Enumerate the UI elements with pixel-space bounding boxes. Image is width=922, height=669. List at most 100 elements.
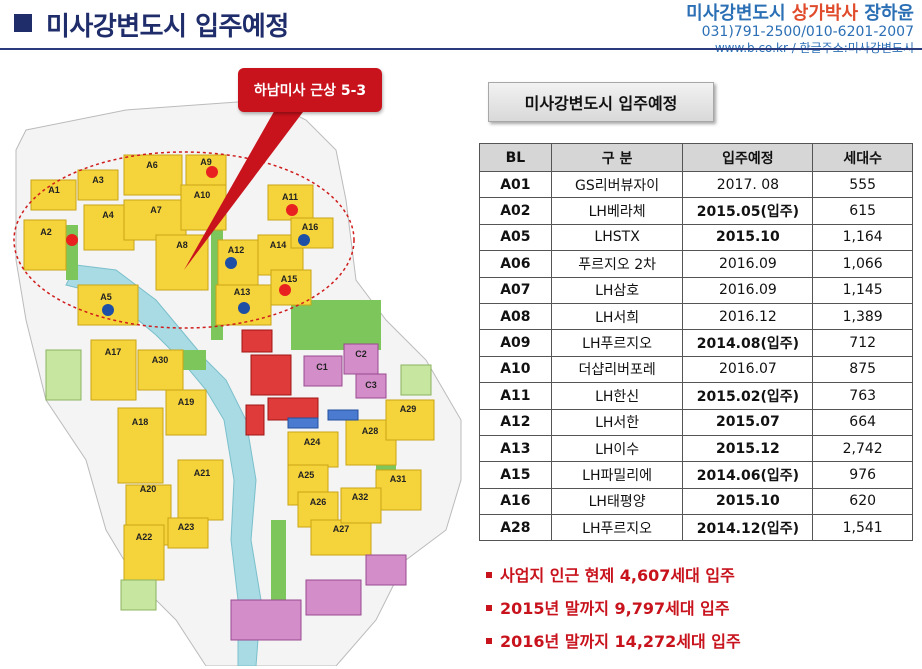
park-east: [291, 300, 381, 350]
cell-count: 1,066: [812, 250, 913, 278]
move-in-schedule-table: BL 구 분 입주예정 세대수 A01 GS리버뷰자이 2017. 08 555 A02…: [479, 143, 913, 542]
summary-list: 사업지 인근 현제 4,607세대 입주 2015년 말까지 9,797세대 입…: [486, 562, 741, 661]
cell-bl: A10: [479, 355, 552, 384]
cell-date: 2015.07: [682, 408, 814, 436]
park-west: [66, 225, 78, 280]
label-a28: A28: [362, 426, 379, 436]
cell-bl: A15: [479, 461, 552, 489]
cell-name: LH베라체: [550, 197, 684, 225]
block-a31: [375, 469, 422, 511]
label-a27: A27: [333, 524, 350, 534]
label-a19: A19: [178, 397, 195, 407]
label-c2: C2: [355, 349, 367, 359]
block-a9: [185, 154, 227, 191]
marker-red-a11: [286, 204, 298, 216]
marker-red-a2: [66, 234, 78, 246]
block-c2: [343, 343, 379, 375]
bullet-icon: [486, 637, 492, 644]
summary-item: 사업지 인근 현제 4,607세대 입주: [486, 562, 741, 595]
summary-item: 2016년 말까지 14,272세대 입주: [486, 628, 741, 661]
commercial-1: [241, 329, 273, 353]
civic-1: [287, 417, 319, 429]
cell-date: 2016.12: [682, 302, 814, 331]
table-row: A10 더샵리버포레 2016.07 875: [479, 355, 913, 384]
block-a23: [167, 517, 209, 549]
cell-bl: A02: [479, 197, 552, 225]
label-a29: A29: [400, 404, 417, 414]
table-row: A13 LH이수 2015.12 2,742: [479, 434, 913, 463]
block-c1: [303, 355, 343, 387]
table-row: A02 LH베라체 2015.05(입주) 615: [479, 197, 913, 225]
marker-blue-a12: [225, 257, 237, 269]
cell-count: 664: [812, 408, 913, 436]
cell-count: 2,742: [812, 434, 913, 463]
cell-name: 더샵리버포레: [550, 355, 684, 384]
page-title: 미사강변도시 입주예정: [46, 12, 289, 42]
site-callout: 하남미사 근상 5-3: [238, 68, 382, 112]
commercial-4: [245, 404, 265, 436]
cell-bl: A09: [479, 329, 552, 357]
block-a29: [385, 399, 435, 441]
commercial-2: [250, 354, 292, 396]
cell-date: 2014.08(입주): [682, 329, 814, 357]
cell-name: LH푸르지오: [550, 514, 684, 542]
block-a30: [137, 349, 184, 391]
label-a24: A24: [304, 437, 321, 447]
cell-bl: A07: [479, 276, 552, 304]
bullet-icon: [486, 604, 492, 611]
brand-name-part1: 미사강변도시: [686, 3, 792, 24]
header-bl: BL: [479, 143, 552, 172]
label-a6: A6: [146, 160, 158, 170]
summary-text: 2016년 말까지 14,272세대 입주: [500, 632, 741, 651]
marker-blue-a13: [238, 302, 250, 314]
block-a16: [290, 217, 334, 249]
cell-name: LH태평양: [550, 487, 684, 516]
label-c3: C3: [365, 380, 377, 390]
cell-count: 1,389: [812, 302, 913, 331]
cell-name: GS리버뷰자이: [550, 170, 684, 199]
cell-count: 1,145: [812, 276, 913, 304]
block-a6: [123, 154, 183, 196]
cell-bl: A16: [479, 487, 552, 516]
cell-name: LHSTX: [550, 223, 684, 252]
block-a18: [117, 407, 164, 484]
label-a11: A11: [282, 192, 298, 202]
civic-2: [327, 409, 359, 421]
brand-name-part3: 장하윤: [858, 3, 914, 24]
block-a2: [23, 219, 67, 271]
label-a1: A1: [48, 185, 60, 195]
brand-name-part2: 상가박사: [791, 3, 859, 24]
block-a19: [165, 389, 207, 436]
cell-bl: A08: [479, 302, 552, 331]
cell-bl: A28: [479, 514, 552, 542]
table-row: A15 LH파밀리에 2014.06(입주) 976: [479, 461, 913, 489]
cell-count: 875: [812, 355, 913, 384]
label-a9: A9: [200, 157, 212, 167]
cell-bl: A06: [479, 250, 552, 278]
cell-count: 1,541: [812, 514, 913, 542]
callout-pointer: [184, 108, 306, 270]
cell-count: 1,164: [812, 223, 913, 252]
summary-text: 2015년 말까지 9,797세대 입주: [500, 599, 730, 618]
marker-blue-a16: [298, 234, 310, 246]
cell-count: 763: [812, 382, 913, 410]
green-plot-1: [45, 349, 82, 401]
highlight-area: [13, 151, 355, 329]
cell-name: LH파밀리에: [550, 461, 684, 489]
cell-count: 976: [812, 461, 913, 489]
label-a30: A30: [152, 355, 169, 365]
block-a32: [340, 487, 382, 524]
cell-count: 615: [812, 197, 913, 225]
cell-count: 712: [812, 329, 913, 357]
cell-count: 555: [812, 170, 913, 199]
block-a21: [177, 459, 224, 521]
label-a5: A5: [100, 292, 112, 302]
block-c3: [355, 373, 387, 399]
block-a11: [267, 184, 314, 221]
public-south-1: [230, 599, 302, 641]
block-a7: [123, 199, 187, 241]
header-date: 입주예정: [682, 143, 814, 172]
label-a17: A17: [105, 347, 122, 357]
brand-block: 미사강변도시 상가박사 장하윤 031)791-2500/010-6201-20…: [686, 4, 914, 55]
block-a3: [77, 169, 119, 201]
